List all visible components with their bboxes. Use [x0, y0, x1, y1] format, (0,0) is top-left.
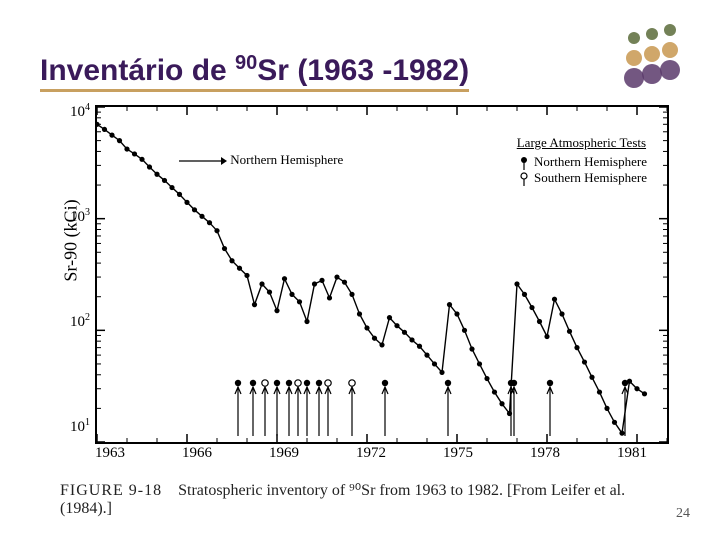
title-isotope-mass: 90 — [235, 52, 257, 74]
annot-arrow-icon — [177, 152, 227, 170]
title-year-range: (1963 -1982) — [289, 54, 469, 87]
annot-northern-hemisphere: Northern Hemisphere — [177, 152, 343, 170]
legend-n-text: Northern Hemisphere — [534, 154, 647, 169]
legend-northern: Northern Hemisphere — [517, 154, 647, 170]
legend-southern: Southern Hemisphere — [517, 170, 647, 186]
annot-nh-text: Northern Hemisphere — [230, 152, 343, 167]
title-prefix: Inventário de — [40, 54, 235, 87]
slide-number: 24 — [676, 506, 690, 522]
legend-s-text: Southern Hemisphere — [534, 170, 647, 185]
figure-caption: FIGURE 9-18 Stratospheric inventory of ⁹… — [60, 480, 680, 518]
x-tick-label: 1966 — [182, 445, 212, 462]
legend-title: Large Atmospheric Tests — [517, 135, 647, 151]
x-tick-label: 1963 — [95, 445, 125, 462]
y-tick-label: 104 — [60, 102, 90, 121]
slide-title: Inventário de 90Sr (1963 -1982) — [40, 52, 469, 88]
y-tick-label: 102 — [60, 312, 90, 331]
caption-figure-label: FIGURE 9-18 — [60, 482, 162, 499]
x-tick-label: 1981 — [617, 445, 647, 462]
corner-decoration — [610, 20, 690, 100]
title-isotope-symbol: Sr — [257, 54, 289, 87]
x-tick-label: 1969 — [269, 445, 299, 462]
y-tick-label: 103 — [60, 207, 90, 226]
chart-frame: Northern Hemisphere Large Atmospheric Te… — [95, 105, 669, 444]
x-tick-label: 1975 — [443, 445, 473, 462]
marker-open-icon — [517, 172, 531, 186]
marker-filled-icon — [517, 156, 531, 170]
x-tick-label: 1972 — [356, 445, 386, 462]
legend-box: Large Atmospheric Tests Northern Hemisph… — [517, 135, 647, 186]
x-tick-label: 1978 — [530, 445, 560, 462]
y-tick-label: 101 — [60, 417, 90, 436]
